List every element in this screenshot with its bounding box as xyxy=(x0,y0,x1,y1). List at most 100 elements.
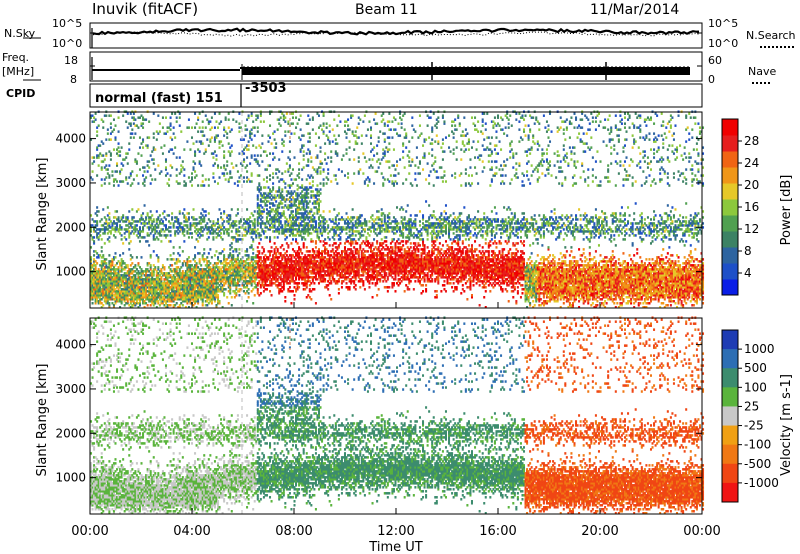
power-cell xyxy=(105,228,108,231)
power-cell xyxy=(163,284,166,287)
power-cell xyxy=(308,140,311,143)
power-cell xyxy=(189,288,192,291)
power-cell xyxy=(142,126,145,129)
power-cell xyxy=(336,152,339,155)
power-cell xyxy=(190,178,194,181)
power-cell xyxy=(154,224,157,227)
power-cell xyxy=(129,254,132,257)
power-cell xyxy=(160,282,163,285)
power-cell xyxy=(100,140,103,143)
power-cell xyxy=(183,300,186,303)
power-cell xyxy=(327,136,330,139)
power-cell xyxy=(145,216,148,219)
power-cell xyxy=(259,146,262,149)
power-cell xyxy=(117,260,120,263)
power-cell xyxy=(99,278,102,281)
power-cell xyxy=(135,268,138,271)
power-cell xyxy=(90,224,93,227)
power-cell xyxy=(117,288,120,291)
power-cell xyxy=(187,268,190,271)
power-cell xyxy=(146,164,149,167)
power-cell xyxy=(189,180,192,183)
power-cell xyxy=(319,124,322,127)
power-cell xyxy=(195,232,198,235)
power-cell xyxy=(291,238,294,241)
power-cell xyxy=(108,280,111,283)
power-cell xyxy=(116,276,119,279)
power-cell xyxy=(135,286,138,289)
power-cell xyxy=(151,290,154,293)
power-cell xyxy=(112,274,115,277)
power-cell xyxy=(146,282,149,285)
power-cell xyxy=(194,150,197,153)
power-cell xyxy=(230,144,233,147)
power-cell xyxy=(336,142,339,145)
power-cell xyxy=(134,274,137,277)
power-cell xyxy=(93,264,96,267)
power-cell xyxy=(96,282,99,285)
power-cell xyxy=(125,298,128,301)
power-cell xyxy=(151,298,154,301)
power-cell xyxy=(284,186,287,189)
power-cell xyxy=(194,300,197,303)
freq-unit-label: [MHz] xyxy=(2,66,34,77)
power-cell xyxy=(253,126,256,129)
power-cell xyxy=(122,278,125,281)
power-cell xyxy=(154,278,157,281)
power-cell xyxy=(215,120,218,123)
power-cell xyxy=(171,298,174,301)
power-cell xyxy=(215,154,218,157)
power-cell xyxy=(180,292,183,295)
power-cell xyxy=(184,298,187,301)
power-cell xyxy=(184,264,187,267)
power-cell xyxy=(310,156,313,159)
power-cell xyxy=(134,270,137,273)
power-cell xyxy=(143,306,146,309)
power-cell xyxy=(135,280,138,283)
power-cell xyxy=(114,256,117,259)
power-cell xyxy=(195,238,198,241)
power-cell xyxy=(177,182,180,185)
power-cell xyxy=(96,232,99,235)
power-cell xyxy=(279,116,282,119)
power-cell xyxy=(152,162,155,165)
power-cell xyxy=(111,288,114,291)
power-cell xyxy=(166,298,169,301)
power-cell xyxy=(175,220,178,223)
power-cell xyxy=(152,234,155,237)
power-cell xyxy=(151,294,154,297)
power-cell xyxy=(164,300,167,303)
power-cell xyxy=(227,112,230,115)
power-cell xyxy=(131,270,134,273)
power-cell xyxy=(138,278,141,281)
power-cell xyxy=(171,288,174,291)
power-cell xyxy=(152,220,155,223)
power-cell xyxy=(114,222,117,225)
power-cell xyxy=(128,268,131,271)
power-cell xyxy=(175,218,178,221)
power-cell xyxy=(108,230,111,233)
power-cell xyxy=(201,130,204,133)
power-cell xyxy=(131,288,134,291)
power-cell xyxy=(152,270,155,273)
power-cell xyxy=(140,270,143,273)
power-cell xyxy=(143,270,146,273)
power-cell xyxy=(142,278,145,281)
power-cell xyxy=(151,292,154,295)
power-cell xyxy=(210,126,213,129)
power-cell xyxy=(90,274,93,277)
power-cell xyxy=(252,252,255,255)
power-cell xyxy=(160,292,163,295)
power-cell xyxy=(163,290,166,293)
power-cell xyxy=(158,284,161,287)
power-cell xyxy=(116,298,119,301)
power-cell xyxy=(181,290,184,293)
power-cell xyxy=(265,180,268,183)
power-cell xyxy=(281,244,284,247)
power-cell xyxy=(177,274,180,277)
power-cell xyxy=(175,260,178,263)
power-cell xyxy=(97,210,100,213)
power-cell xyxy=(114,228,117,231)
power-cell xyxy=(166,304,169,307)
power-cell xyxy=(259,238,262,241)
